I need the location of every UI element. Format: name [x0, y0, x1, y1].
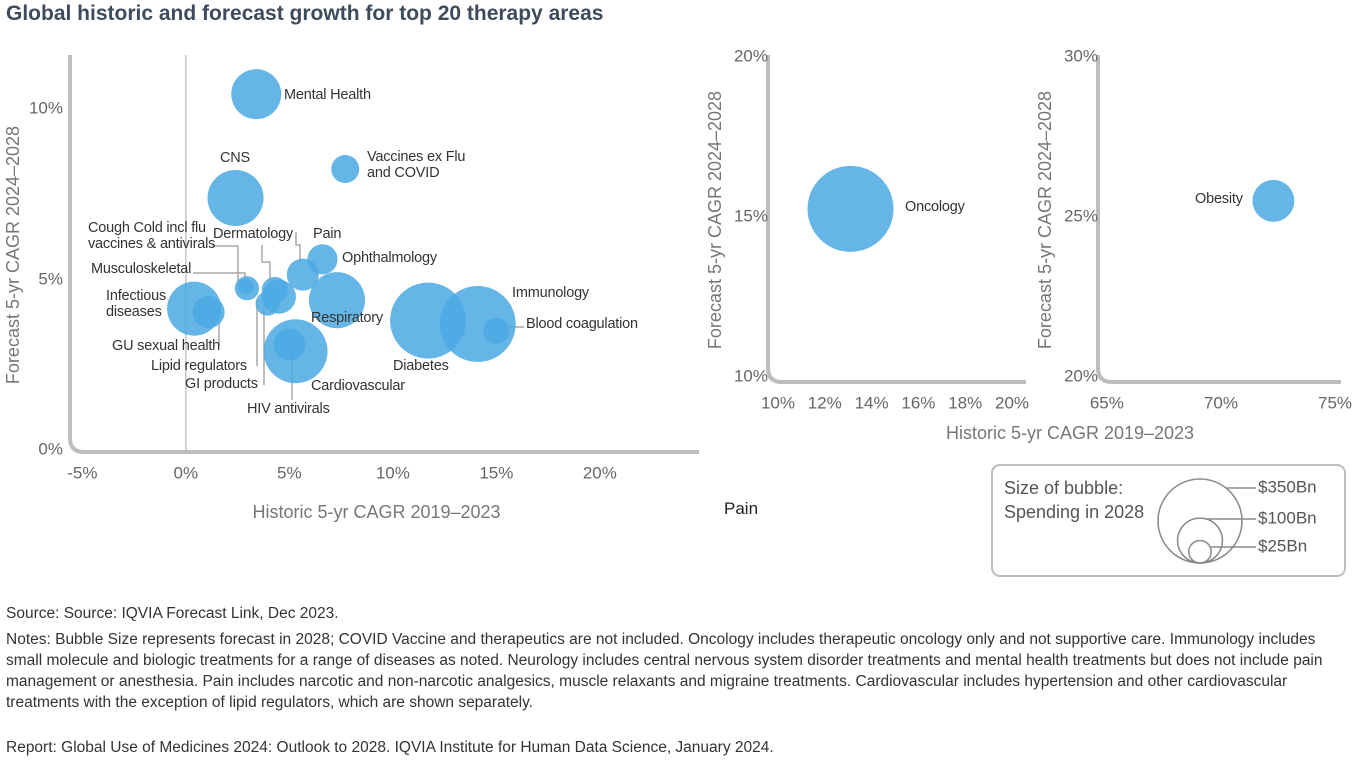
- y-tick-label: 10%: [28, 99, 63, 119]
- legend-box: [991, 464, 1346, 577]
- bubble: [231, 69, 282, 120]
- x-tick-label: 16%: [901, 393, 936, 413]
- leader-line: [212, 245, 239, 282]
- bubble-label: Oncology: [905, 199, 965, 215]
- bubble-label: Respiratory: [311, 310, 383, 326]
- x-tick-label: 15%: [479, 463, 514, 483]
- leader-line: [295, 232, 301, 262]
- bubble-label: Mental Health: [284, 87, 371, 103]
- x-tick-label: 18%: [948, 393, 983, 413]
- leader-line: [261, 245, 271, 280]
- bubble: [192, 296, 225, 329]
- x-tick-label: 14%: [854, 393, 889, 413]
- bubble: [331, 155, 360, 184]
- leader-line: [193, 272, 246, 282]
- x-tick-label: 10%: [375, 463, 410, 483]
- bubble-label: GI products: [185, 376, 258, 392]
- x-axis-title: Historic 5-yr CAGR 2019–2023: [252, 502, 501, 523]
- x-tick-label: -5%: [67, 463, 98, 483]
- x-tick-label: 0%: [173, 463, 199, 483]
- bubble: [1252, 179, 1295, 222]
- y-tick-label: 10%: [733, 366, 768, 386]
- bubble: [255, 291, 280, 316]
- x-tick-label: 12%: [807, 393, 842, 413]
- x-tick-label: 20%: [582, 463, 617, 483]
- bubble-label: Blood coagulation: [526, 316, 638, 332]
- bubble: [483, 317, 510, 344]
- bubble-label: Infectious diseases: [106, 288, 167, 320]
- bubble-label: Immunology: [512, 285, 589, 301]
- x-tick-label: 70%: [1203, 393, 1238, 413]
- title: Global historic and forecast growth for …: [6, 2, 604, 25]
- legend-title: Size of bubble: Spending in 2028: [1004, 478, 1145, 522]
- x-tick-label: 20%: [995, 393, 1030, 413]
- bubble: [207, 169, 264, 227]
- bubble: [807, 165, 894, 252]
- bubble-label: GU sexual health: [112, 338, 221, 354]
- bubble-label: Vaccines ex Flu and COVID: [367, 149, 466, 181]
- stray-label: Pain: [724, 499, 759, 518]
- y-tick-label: 20%: [1063, 366, 1098, 386]
- y-axis-title: Forecast 5-yr CAGR 2024–2028: [1035, 90, 1056, 349]
- report: Report: Global Use of Medicines 2024: Ou…: [6, 739, 774, 756]
- source: Source: Source: IQVIA Forecast Link, Dec…: [6, 605, 339, 622]
- bubble-label: Ophthalmology: [342, 250, 437, 266]
- bubble-label: Obesity: [1195, 191, 1243, 207]
- bubble-label: CNS: [220, 150, 251, 166]
- axis-line: [766, 55, 1026, 384]
- bubble-label: Cough Cold incl flu vaccines & antiviral…: [88, 220, 216, 252]
- y-axis-title: Forecast 5-yr CAGR 2024–2028: [3, 125, 24, 384]
- bubble-label: Musculoskeletal: [91, 261, 192, 277]
- y-tick-label: 0%: [38, 439, 63, 459]
- notes: Notes: Bubble Size represents forecast i…: [6, 631, 1323, 711]
- x-tick-label: 5%: [277, 463, 302, 483]
- y-tick-label: 20%: [733, 46, 768, 66]
- bubble: [263, 319, 328, 384]
- bubble-label: Pain: [313, 226, 342, 242]
- y-tick-label: 15%: [733, 206, 768, 226]
- bubble-label: Diabetes: [393, 358, 449, 374]
- bubble-label: Dermatology: [213, 226, 293, 242]
- bubble-label: Lipid regulators: [151, 358, 247, 374]
- x-tick-label: 75%: [1317, 393, 1352, 413]
- legend-bubble: [1188, 539, 1212, 564]
- bubble: [307, 244, 338, 275]
- bubble: [308, 272, 366, 329]
- bubble-label: Cardiovascular: [311, 378, 405, 394]
- legend-label: $350Bn: [1258, 477, 1317, 497]
- axis-line: [68, 55, 699, 454]
- y-tick-label: 5%: [38, 269, 63, 289]
- bubble-label: HIV antivirals: [247, 401, 330, 417]
- y-tick-label: 25%: [1063, 206, 1098, 226]
- y-axis-title: Forecast 5-yr CAGR 2024–2028: [705, 90, 726, 349]
- x-tick-label: 10%: [760, 393, 795, 413]
- x-axis-title: Historic 5-yr CAGR 2019–2023: [945, 423, 1195, 444]
- y-tick-label: 30%: [1063, 46, 1098, 66]
- axis-line: [1096, 55, 1341, 384]
- x-tick-label: 65%: [1089, 393, 1124, 413]
- bubble: [237, 278, 254, 295]
- legend-label: $100Bn: [1258, 508, 1317, 528]
- legend-label: $25Bn: [1258, 536, 1308, 556]
